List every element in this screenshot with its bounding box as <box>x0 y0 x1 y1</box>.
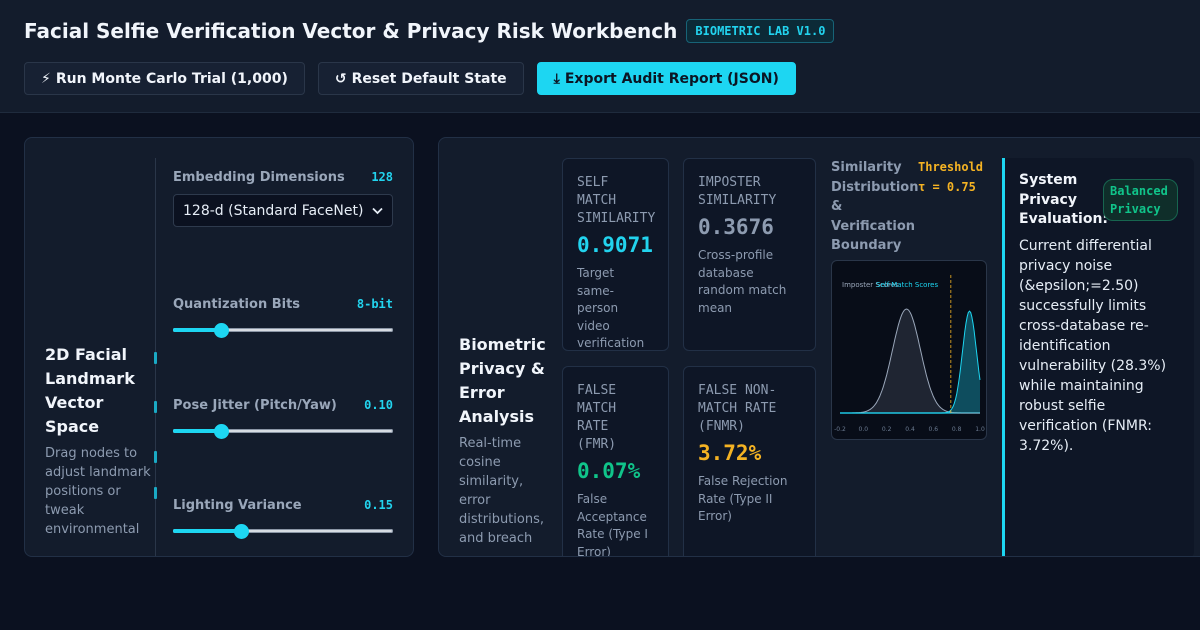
x-tick-label: 0.0 <box>859 426 869 433</box>
fmr-value: 0.07% <box>577 459 641 483</box>
series-area-1 <box>840 311 980 413</box>
embedding-dimensions-selected: 128-d (Standard FaceNet) <box>183 202 364 219</box>
slider-thumb[interactable] <box>234 524 250 539</box>
export-audit-button[interactable]: ⤓ Export Audit Report (JSON) <box>536 62 796 95</box>
quantization-bits-value: 8-bit <box>356 297 393 311</box>
pose-jitter-value: 0.10 <box>364 398 393 412</box>
analysis-description: Real-time cosine similarity, error distr… <box>459 436 544 546</box>
x-tick-label: 0.4 <box>905 426 915 433</box>
quantization-bits-control: Quantization Bits 8-bit <box>173 295 393 338</box>
series-line-0 <box>840 308 980 414</box>
legend-genuine: Self-Match Scores <box>876 281 938 289</box>
landmark-node[interactable] <box>154 401 157 413</box>
title-row: Facial Selfie Verification Vector & Priv… <box>24 18 835 44</box>
app-header: Facial Selfie Verification Vector & Priv… <box>0 0 1200 113</box>
embedding-dimensions-label: Embedding Dimensions <box>173 169 345 185</box>
x-tick-label: 0.2 <box>882 426 892 433</box>
imposter-card: IMPOSTER SIMILARITY 0.3676 Cross-profile… <box>683 158 816 351</box>
balanced-privacy-badge: Balanced Privacy <box>1103 179 1178 221</box>
evaluation-text: Current differential privacy noise (&eps… <box>1019 238 1167 454</box>
slider-thumb[interactable] <box>214 424 230 439</box>
reset-default-button[interactable]: ↺ Reset Default State <box>317 62 524 95</box>
pose-jitter-slider[interactable] <box>173 424 393 439</box>
fnmr-label: FALSE NON-MATCH RATE (FNMR) <box>698 383 777 434</box>
run-monte-carlo-label: Run Monte Carlo Trial (1,000) <box>55 70 288 87</box>
vector-space-panel: 2D Facial Landmark Vector Space Drag nod… <box>24 137 414 557</box>
lighting-variance-label: Lighting Variance <box>173 497 302 513</box>
x-tick-label: 0.6 <box>929 426 939 433</box>
toolbar: ⚡ Run Monte Carlo Trial (1,000) ↺ Reset … <box>24 62 796 95</box>
vector-space-title: 2D Facial Landmark Vector Space <box>45 345 135 436</box>
legend-imposter: Imposter Scores <box>842 281 899 289</box>
series-line-1 <box>840 310 981 414</box>
x-tick-label: 1.0 <box>975 426 985 433</box>
similarity-distribution-chart: Imposter Scores Self-Match Scores -0.2 0.0 0… <box>831 260 987 440</box>
landmark-node[interactable] <box>154 451 157 463</box>
lighting-variance-value: 0.15 <box>364 498 393 512</box>
privacy-evaluation-card: System Privacy Evaluation: Balanced Priv… <box>1002 158 1194 556</box>
analysis-intro: Biometric Privacy & Error Analysis Real-… <box>459 333 549 548</box>
download-icon: ⤓ <box>553 70 560 87</box>
evaluation-title: System Privacy Evaluation: <box>1019 172 1109 227</box>
run-monte-carlo-button[interactable]: ⚡ Run Monte Carlo Trial (1,000) <box>24 62 305 95</box>
landmark-node[interactable] <box>154 487 157 499</box>
self-match-subtext: Target same-person video verification ma… <box>577 266 645 350</box>
fmr-card: FALSE MATCH RATE (FMR) 0.07% False Accep… <box>562 366 669 557</box>
imposter-subtext: Cross-profile database random match mean <box>698 248 787 315</box>
embedding-dimensions-select[interactable]: 128-d (Standard FaceNet) <box>173 194 393 227</box>
embedding-dimensions-value: 128 <box>371 170 393 184</box>
version-badge: BIOMETRIC LAB V1.0 <box>686 19 835 43</box>
self-match-card: SELF MATCH SIMILARITY 0.9071 Target same… <box>562 158 669 351</box>
self-match-label: SELF MATCH SIMILARITY <box>577 175 656 226</box>
chevron-down-icon <box>372 207 383 214</box>
pose-jitter-control: Pose Jitter (Pitch/Yaw) 0.10 <box>173 396 393 439</box>
fnmr-value: 3.72% <box>698 441 762 465</box>
imposter-value: 0.3676 <box>698 215 774 239</box>
fnmr-card: FALSE NON-MATCH RATE (FNMR) 3.72% False … <box>683 366 816 556</box>
quantization-bits-slider[interactable] <box>173 323 393 338</box>
quantization-bits-label: Quantization Bits <box>173 296 301 312</box>
threshold-label: Threshold τ = 0.75 <box>918 160 984 194</box>
vector-space-description: Drag nodes to adjust landmark positions … <box>45 446 151 537</box>
landmark-node[interactable] <box>154 352 157 364</box>
lighting-variance-slider[interactable] <box>173 524 393 539</box>
pose-jitter-label: Pose Jitter (Pitch/Yaw) <box>173 397 337 413</box>
reset-icon: ↺ <box>334 70 347 87</box>
analysis-panel: Biometric Privacy & Error Analysis Real-… <box>438 137 1200 557</box>
fnmr-subtext: False Rejection Rate (Type II Error) <box>698 474 788 523</box>
lightning-icon: ⚡ <box>41 70 51 87</box>
export-audit-label: Export Audit Report (JSON) <box>564 70 779 87</box>
vector-space-intro: 2D Facial Landmark Vector Space Drag nod… <box>45 343 157 539</box>
distribution-title: Similarity Distribution & Verification B… <box>831 160 919 253</box>
x-tick-label: 0.8 <box>952 426 962 433</box>
series-area-0 <box>840 309 980 413</box>
analysis-title: Biometric Privacy & Error Analysis <box>459 335 546 426</box>
fmr-label: FALSE MATCH RATE (FMR) <box>577 383 617 452</box>
slider-thumb[interactable] <box>214 323 230 338</box>
reset-default-label: Reset Default State <box>351 70 507 87</box>
x-tick-label: -0.2 <box>834 426 846 433</box>
page-title: Facial Selfie Verification Vector & Priv… <box>24 19 678 43</box>
imposter-label: IMPOSTER SIMILARITY <box>698 175 777 208</box>
lighting-variance-control: Lighting Variance 0.15 <box>173 496 393 539</box>
embedding-dimensions-control: Embedding Dimensions 128 128-d (Standard… <box>173 168 393 227</box>
self-match-value: 0.9071 <box>577 233 653 257</box>
fmr-subtext: False Acceptance Rate (Type I Error) <box>577 492 648 557</box>
